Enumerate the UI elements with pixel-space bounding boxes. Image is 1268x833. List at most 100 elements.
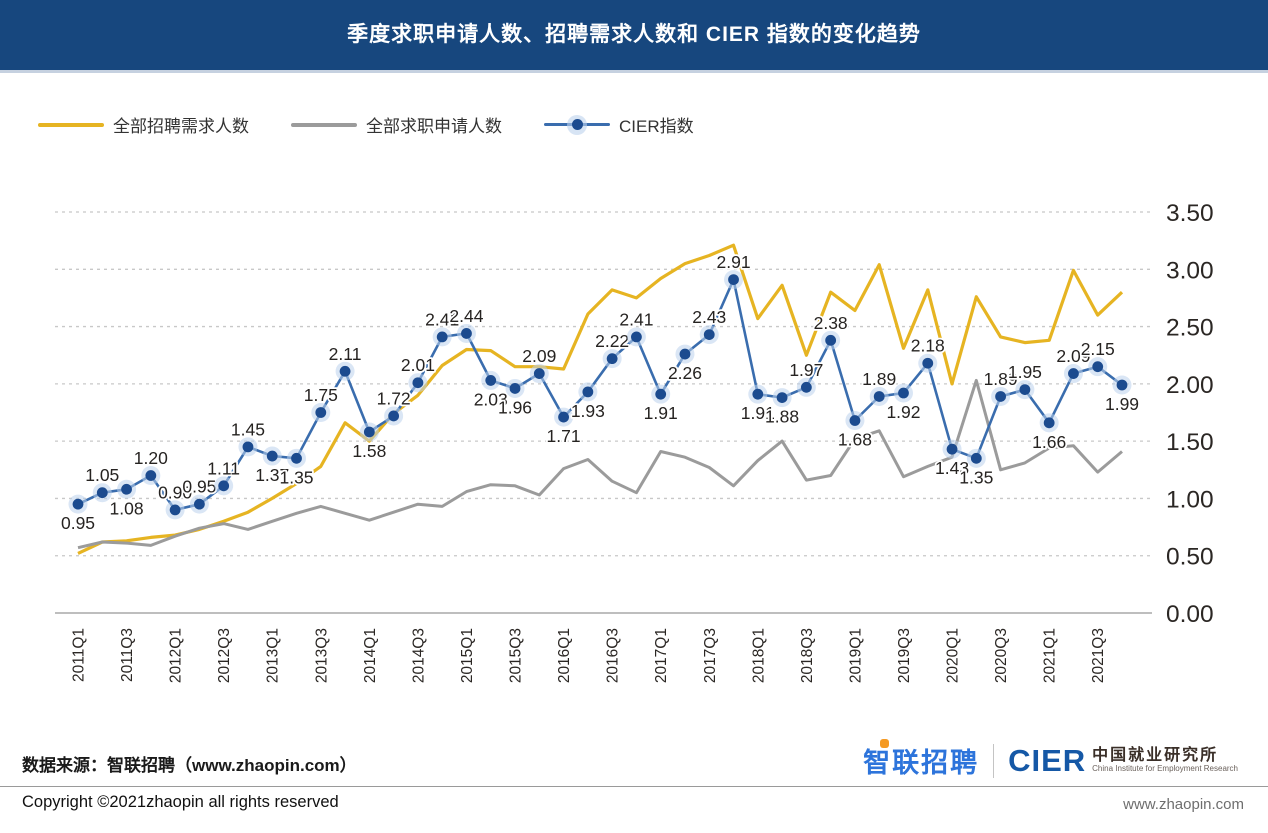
cier-point bbox=[703, 329, 715, 340]
cier-point bbox=[606, 353, 618, 365]
cier-point-label: 1.58 bbox=[352, 441, 386, 461]
x-tick-label: 2020Q3 bbox=[993, 628, 1010, 683]
x-tick-label: 2016Q1 bbox=[556, 628, 573, 683]
header-bar: 季度求职申请人数、招聘需求人数和 CIER 指数的变化趋势 bbox=[0, 0, 1268, 73]
cier-point-label: 0.90 bbox=[158, 482, 192, 502]
cier-point-label: 1.20 bbox=[134, 448, 168, 468]
cier-logo: CIER 中国就业研究所 China Institute for Employm… bbox=[1008, 743, 1238, 779]
cier-point-label: 1.88 bbox=[765, 407, 799, 427]
cier-point bbox=[339, 365, 351, 377]
y-tick-label: 3.50 bbox=[1166, 200, 1214, 227]
cier-point bbox=[922, 357, 934, 369]
legend-item-apply: 全部求职申请人数 bbox=[291, 112, 502, 137]
cier-point-label: 0.95 bbox=[61, 513, 95, 533]
cier-point-label: 1.43 bbox=[935, 458, 969, 478]
cier-line-swatch bbox=[544, 114, 610, 135]
x-tick-label: 2017Q3 bbox=[702, 628, 719, 683]
copyright-text: Copyright ©2021zhaopin all rights reserv… bbox=[22, 793, 339, 811]
x-tick-label: 2021Q3 bbox=[1090, 628, 1107, 683]
cier-point bbox=[631, 331, 642, 343]
cier-point-label: 1.45 bbox=[231, 419, 265, 439]
cier-point-label: 2.11 bbox=[329, 344, 362, 364]
x-tick-label: 2021Q1 bbox=[1042, 628, 1059, 683]
y-tick-label: 1.50 bbox=[1166, 429, 1214, 456]
cier-point bbox=[193, 498, 205, 510]
zhaopin-logo: 智联招聘 bbox=[863, 739, 979, 780]
cier-point bbox=[582, 386, 594, 398]
cier-point bbox=[242, 441, 254, 453]
logo-divider bbox=[993, 743, 995, 778]
cier-point-label: 1.66 bbox=[1032, 432, 1066, 452]
cier-point-label: 2.15 bbox=[1081, 339, 1115, 359]
cier-point bbox=[72, 498, 84, 510]
cier-logo-en: China Institute for Employment Research bbox=[1092, 763, 1238, 773]
cier-point bbox=[291, 452, 302, 464]
chart-svg: 0.00 0.50 1.00 1.50 2.00 2.50 3.00 3.50 2011Q1 20… bbox=[55, 200, 1214, 683]
page-title: 季度求职申请人数、招聘需求人数和 CIER 指数的变化趋势 bbox=[347, 23, 921, 46]
x-tick-label: 2018Q3 bbox=[799, 628, 816, 683]
cier-point bbox=[509, 383, 521, 394]
cier-point-label: 2.03 bbox=[474, 389, 508, 409]
cier-point bbox=[363, 426, 375, 438]
cier-point-label: 2.43 bbox=[692, 307, 726, 327]
cier-point-label: 1.89 bbox=[862, 369, 896, 389]
cier-point bbox=[970, 452, 982, 464]
cier-point-label: 1.97 bbox=[789, 360, 823, 380]
zhaopin-logo-accent bbox=[880, 739, 890, 748]
x-tick-label: 2019Q3 bbox=[896, 628, 913, 683]
cier-logo-cn: 中国就业研究所 bbox=[1092, 747, 1219, 765]
legend-label-demand: 全部招聘需求人数 bbox=[113, 117, 249, 136]
legend-label-cier: CIER指数 bbox=[619, 117, 694, 136]
cier-point-label: 0.95 bbox=[182, 477, 216, 497]
x-tick-label: 2012Q3 bbox=[216, 628, 233, 683]
cier-point bbox=[266, 450, 278, 462]
cier-point bbox=[315, 407, 327, 418]
cier-point-label: 2.44 bbox=[449, 306, 483, 326]
cier-point-label: 1.96 bbox=[498, 397, 532, 417]
cier-point bbox=[1019, 384, 1031, 395]
cier-point-label: 1.91 bbox=[741, 403, 775, 423]
cier-point bbox=[898, 387, 909, 399]
cier-point-label: 1.95 bbox=[1008, 362, 1042, 382]
cier-point-label: 2.26 bbox=[668, 363, 702, 383]
cier-point-label: 1.35 bbox=[279, 467, 313, 487]
cier-point bbox=[121, 483, 132, 495]
cier-point-label: 1.37 bbox=[255, 465, 289, 485]
x-tick-label: 2020Q1 bbox=[945, 628, 962, 683]
cier-logo-word: CIER bbox=[1008, 742, 1087, 778]
cier-point bbox=[218, 480, 230, 492]
cier-point bbox=[1116, 379, 1128, 391]
cier-point bbox=[96, 487, 108, 499]
cier-point bbox=[800, 381, 812, 393]
cier-point-label: 1.05 bbox=[85, 465, 119, 485]
y-tick-label: 0.50 bbox=[1166, 544, 1214, 571]
x-tick-label: 2018Q1 bbox=[750, 628, 767, 683]
cier-point-label: 1.75 bbox=[304, 385, 338, 405]
y-tick-label: 2.00 bbox=[1166, 372, 1214, 399]
cier-point bbox=[728, 274, 739, 286]
cier-point-label: 2.41 bbox=[425, 309, 459, 329]
demand-line bbox=[77, 243, 1124, 555]
chart-area: 0.00 0.50 1.00 1.50 2.00 2.50 3.00 3.50 2011Q1 20… bbox=[0, 150, 1268, 710]
cier-point bbox=[145, 470, 157, 481]
cier-point-label: 2.38 bbox=[814, 313, 848, 333]
cier-marker-dot bbox=[571, 119, 583, 130]
y-tick-label: 1.00 bbox=[1166, 486, 1214, 513]
cier-point bbox=[995, 391, 1007, 402]
cier-point bbox=[436, 331, 448, 343]
legend-label-apply: 全部求职申请人数 bbox=[366, 117, 502, 136]
x-tick-label: 2019Q1 bbox=[847, 628, 864, 683]
footer-divider bbox=[0, 786, 1268, 787]
cier-point bbox=[169, 504, 181, 516]
x-tick-label: 2014Q1 bbox=[362, 628, 379, 683]
cier-point-label: 1.72 bbox=[377, 388, 411, 408]
cier-point-label: 2.18 bbox=[911, 336, 945, 356]
x-tick-label: 2012Q1 bbox=[168, 628, 185, 683]
cier-point-label: 2.09 bbox=[1056, 346, 1090, 366]
legend-item-demand: 全部招聘需求人数 bbox=[38, 112, 249, 137]
cier-point bbox=[946, 443, 958, 455]
cier-point bbox=[1043, 417, 1055, 429]
apply-line bbox=[77, 378, 1123, 550]
x-tick-label: 2016Q3 bbox=[605, 628, 622, 683]
legend-item-cier: CIER指数 bbox=[544, 112, 694, 137]
